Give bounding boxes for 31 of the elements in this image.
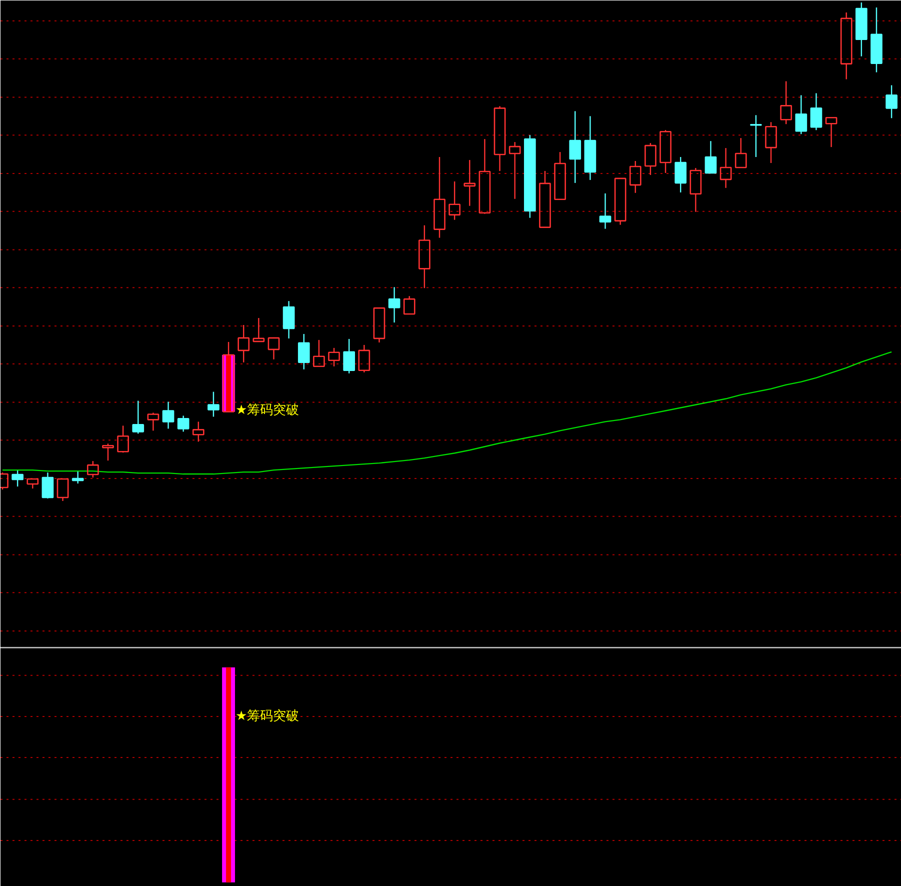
- candlestick: [162, 401, 174, 430]
- candlestick: [313, 339, 325, 368]
- candlestick: [704, 140, 717, 174]
- annotation: ★筹码突破: [236, 709, 300, 724]
- candlestick: [614, 178, 626, 226]
- candlestick: [418, 224, 430, 289]
- candlestick: [373, 307, 386, 344]
- candlestick: [539, 170, 551, 228]
- candlestick: [56, 478, 69, 502]
- candlestick: [584, 116, 596, 181]
- candlestick: [358, 344, 370, 373]
- candlestick: [464, 159, 476, 206]
- candlestick: [690, 167, 702, 212]
- candlestick: [494, 106, 506, 172]
- candlestick: [734, 137, 747, 168]
- candlestick: [569, 110, 582, 184]
- candlestick: [508, 141, 521, 200]
- candlestick: [72, 470, 84, 484]
- candlestick: [554, 151, 566, 200]
- candlestick: [238, 324, 250, 363]
- candlestick: [252, 317, 265, 342]
- candlestick: [282, 300, 295, 340]
- candlestick: [750, 114, 762, 158]
- candlestick: [840, 12, 852, 80]
- candlestick: [599, 192, 612, 230]
- candlestick: [825, 116, 838, 148]
- candlestick: [222, 341, 234, 412]
- candlestick: [886, 84, 898, 119]
- candlestick: [720, 147, 732, 189]
- annotation: ★筹码突破: [236, 403, 300, 418]
- candlestick: [388, 286, 400, 324]
